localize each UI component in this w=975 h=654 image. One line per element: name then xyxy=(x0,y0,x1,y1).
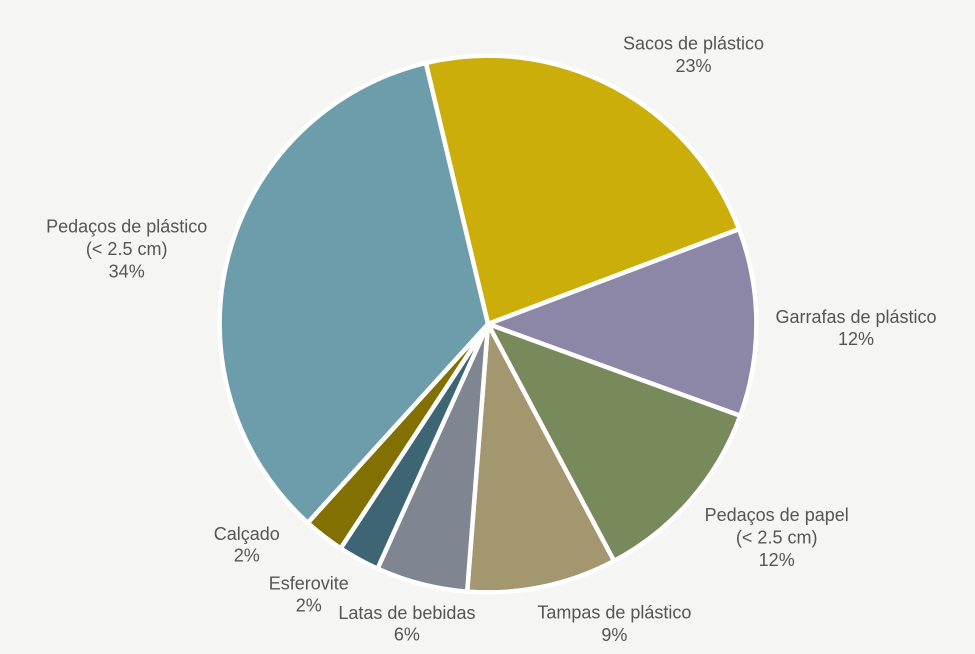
svg-text:9%: 9% xyxy=(601,625,627,645)
svg-text:12%: 12% xyxy=(759,550,795,570)
svg-text:Pedaços de papel: Pedaços de papel xyxy=(705,505,849,525)
svg-text:34%: 34% xyxy=(109,261,145,281)
svg-text:Esferovite: Esferovite xyxy=(269,574,349,594)
svg-text:12%: 12% xyxy=(838,329,874,349)
svg-text:2%: 2% xyxy=(296,596,322,616)
svg-text:Tampas de plástico: Tampas de plástico xyxy=(537,603,691,623)
svg-text:2%: 2% xyxy=(234,546,260,566)
svg-text:(< 2.5 cm): (< 2.5 cm) xyxy=(736,527,818,547)
svg-text:(< 2.5 cm): (< 2.5 cm) xyxy=(86,239,168,259)
svg-text:Pedaços de plástico: Pedaços de plástico xyxy=(46,216,207,236)
svg-text:Garrafas de plástico: Garrafas de plástico xyxy=(775,307,936,327)
svg-text:Latas de bebidas: Latas de bebidas xyxy=(338,603,475,623)
svg-text:Sacos de plástico: Sacos de plástico xyxy=(623,33,764,53)
svg-text:6%: 6% xyxy=(394,625,420,645)
svg-text:Calçado: Calçado xyxy=(214,524,280,544)
svg-text:23%: 23% xyxy=(675,56,711,76)
